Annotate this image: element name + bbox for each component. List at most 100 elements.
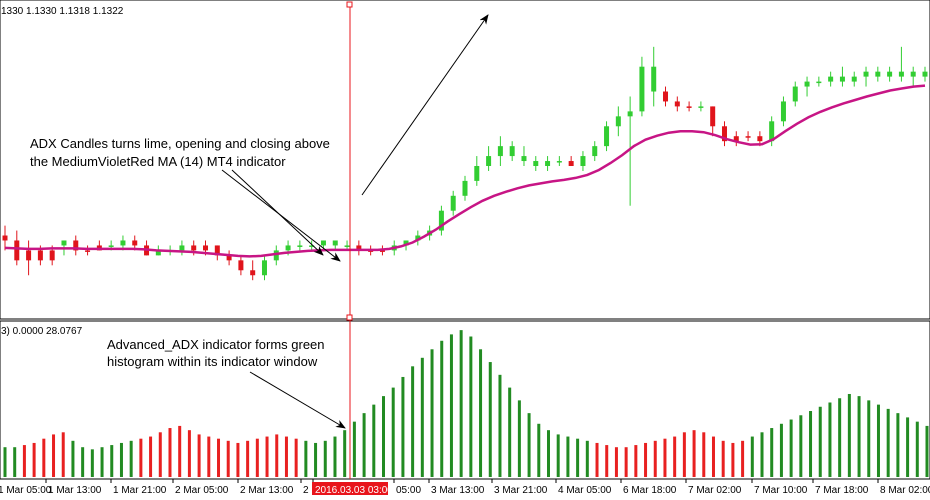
candle-body — [108, 245, 114, 247]
candle-body — [757, 136, 763, 142]
histogram-bar — [246, 440, 250, 477]
histogram-bar — [517, 400, 521, 477]
candle-body — [556, 161, 562, 163]
histogram-bar — [110, 445, 114, 477]
histogram-bar — [391, 387, 395, 477]
histogram-bar — [556, 434, 560, 477]
candle-body — [875, 71, 881, 77]
crosshair-top-handle[interactable] — [346, 1, 353, 8]
histogram-bar — [168, 428, 172, 477]
histogram-bar — [906, 417, 910, 477]
candle-body — [851, 76, 857, 82]
histogram-bar — [304, 440, 308, 477]
candle-body — [816, 81, 822, 84]
candles-annotation-line1: ADX Candles turns lime, opening and clos… — [30, 136, 330, 151]
histogram-bar — [129, 440, 133, 477]
candle-body — [85, 250, 91, 252]
candle-body — [403, 240, 409, 246]
candles-annotation-line2: the MediumVioletRed MA (14) MT4 indicato… — [30, 154, 286, 169]
candle-body — [910, 71, 916, 77]
histogram-bar — [52, 434, 56, 477]
histogram-bar — [284, 436, 288, 477]
histogram-bar — [411, 366, 415, 477]
candle-body — [627, 111, 633, 117]
time-axis-label: 05:00 — [396, 485, 421, 496]
histogram-bar — [585, 440, 589, 477]
histogram-bar — [430, 349, 434, 477]
histogram-bar — [673, 436, 677, 477]
candle-body — [332, 240, 338, 246]
histogram-bar — [314, 442, 318, 477]
candle-body — [26, 250, 32, 261]
histogram-bar — [488, 362, 492, 477]
histogram-bar — [197, 434, 201, 477]
histogram-bar — [692, 430, 696, 477]
time-axis-label: 1 Mar 05:00 — [0, 485, 52, 496]
histogram-bar — [187, 430, 191, 477]
ohlc-header: 1330 1.1330 1.1318 1.1322 — [1, 6, 124, 17]
candle-body — [863, 71, 869, 77]
histogram-bar — [789, 419, 793, 477]
histogram-bar — [838, 398, 842, 477]
histogram-bar — [867, 400, 871, 477]
candle-body — [792, 86, 798, 102]
candle-body — [651, 66, 657, 92]
histogram-bar — [653, 440, 657, 477]
histogram-bar — [100, 447, 104, 477]
candle-body — [49, 250, 55, 261]
histogram-bar — [682, 432, 686, 477]
candle-body — [120, 240, 126, 246]
histogram-bar — [595, 442, 599, 477]
histogram-bar — [546, 430, 550, 477]
histogram-annotation-arrow — [249, 371, 346, 429]
candle-body — [250, 270, 256, 276]
histogram-bar — [139, 438, 143, 477]
histogram-bar — [605, 445, 609, 477]
candle-body — [887, 71, 893, 77]
histogram-bar — [925, 425, 929, 477]
histogram-bar — [537, 423, 541, 477]
histogram-bar — [382, 396, 386, 477]
histogram-bar — [857, 396, 861, 477]
candle-body — [214, 245, 220, 256]
crosshair-mid-handle[interactable] — [346, 314, 353, 321]
candle-body — [497, 146, 503, 157]
histogram-bar — [508, 387, 512, 477]
histogram-bar — [886, 408, 890, 477]
histogram-bar — [498, 374, 502, 477]
histogram-bar — [294, 438, 298, 477]
time-axis-label: 4 Mar 05:00 — [558, 485, 612, 496]
candle-body — [898, 71, 904, 77]
time-axis-label: 7 Mar 10:00 — [754, 485, 808, 496]
histogram-bar — [915, 421, 919, 477]
candle-body — [686, 106, 692, 108]
histogram-bar — [265, 436, 269, 477]
histogram-bar — [702, 432, 706, 477]
histogram-bar — [896, 413, 900, 477]
time-axis-label: 2 — [303, 485, 309, 496]
candle-body — [828, 76, 834, 82]
candle-body — [769, 121, 775, 142]
candle-body — [721, 126, 727, 142]
histogram-bar — [372, 404, 376, 477]
candle-body — [733, 136, 739, 142]
histogram-bar — [449, 334, 453, 477]
histogram-bar — [818, 406, 822, 477]
candle-body — [545, 161, 551, 166]
histogram-bar — [731, 442, 735, 477]
histogram-bar — [119, 442, 123, 477]
histogram-bar — [71, 440, 75, 477]
annotation-arrow-2 — [231, 169, 324, 256]
time-axis-label: 7 Mar 02:00 — [688, 485, 742, 496]
candle-body — [2, 235, 8, 241]
histogram-bar — [614, 447, 618, 477]
histogram-bar — [420, 357, 424, 477]
candle-body — [37, 250, 43, 261]
histogram-bar — [876, 404, 880, 477]
candle-body — [285, 245, 291, 251]
histogram-bar — [469, 336, 473, 477]
ma-line — [4, 84, 926, 258]
candle-body — [780, 101, 786, 122]
histogram-bar — [847, 393, 851, 477]
time-axis: 1 Mar 05:001 Mar 13:00 1 Mar 21:00 2 Mar 0… — [0, 479, 930, 496]
